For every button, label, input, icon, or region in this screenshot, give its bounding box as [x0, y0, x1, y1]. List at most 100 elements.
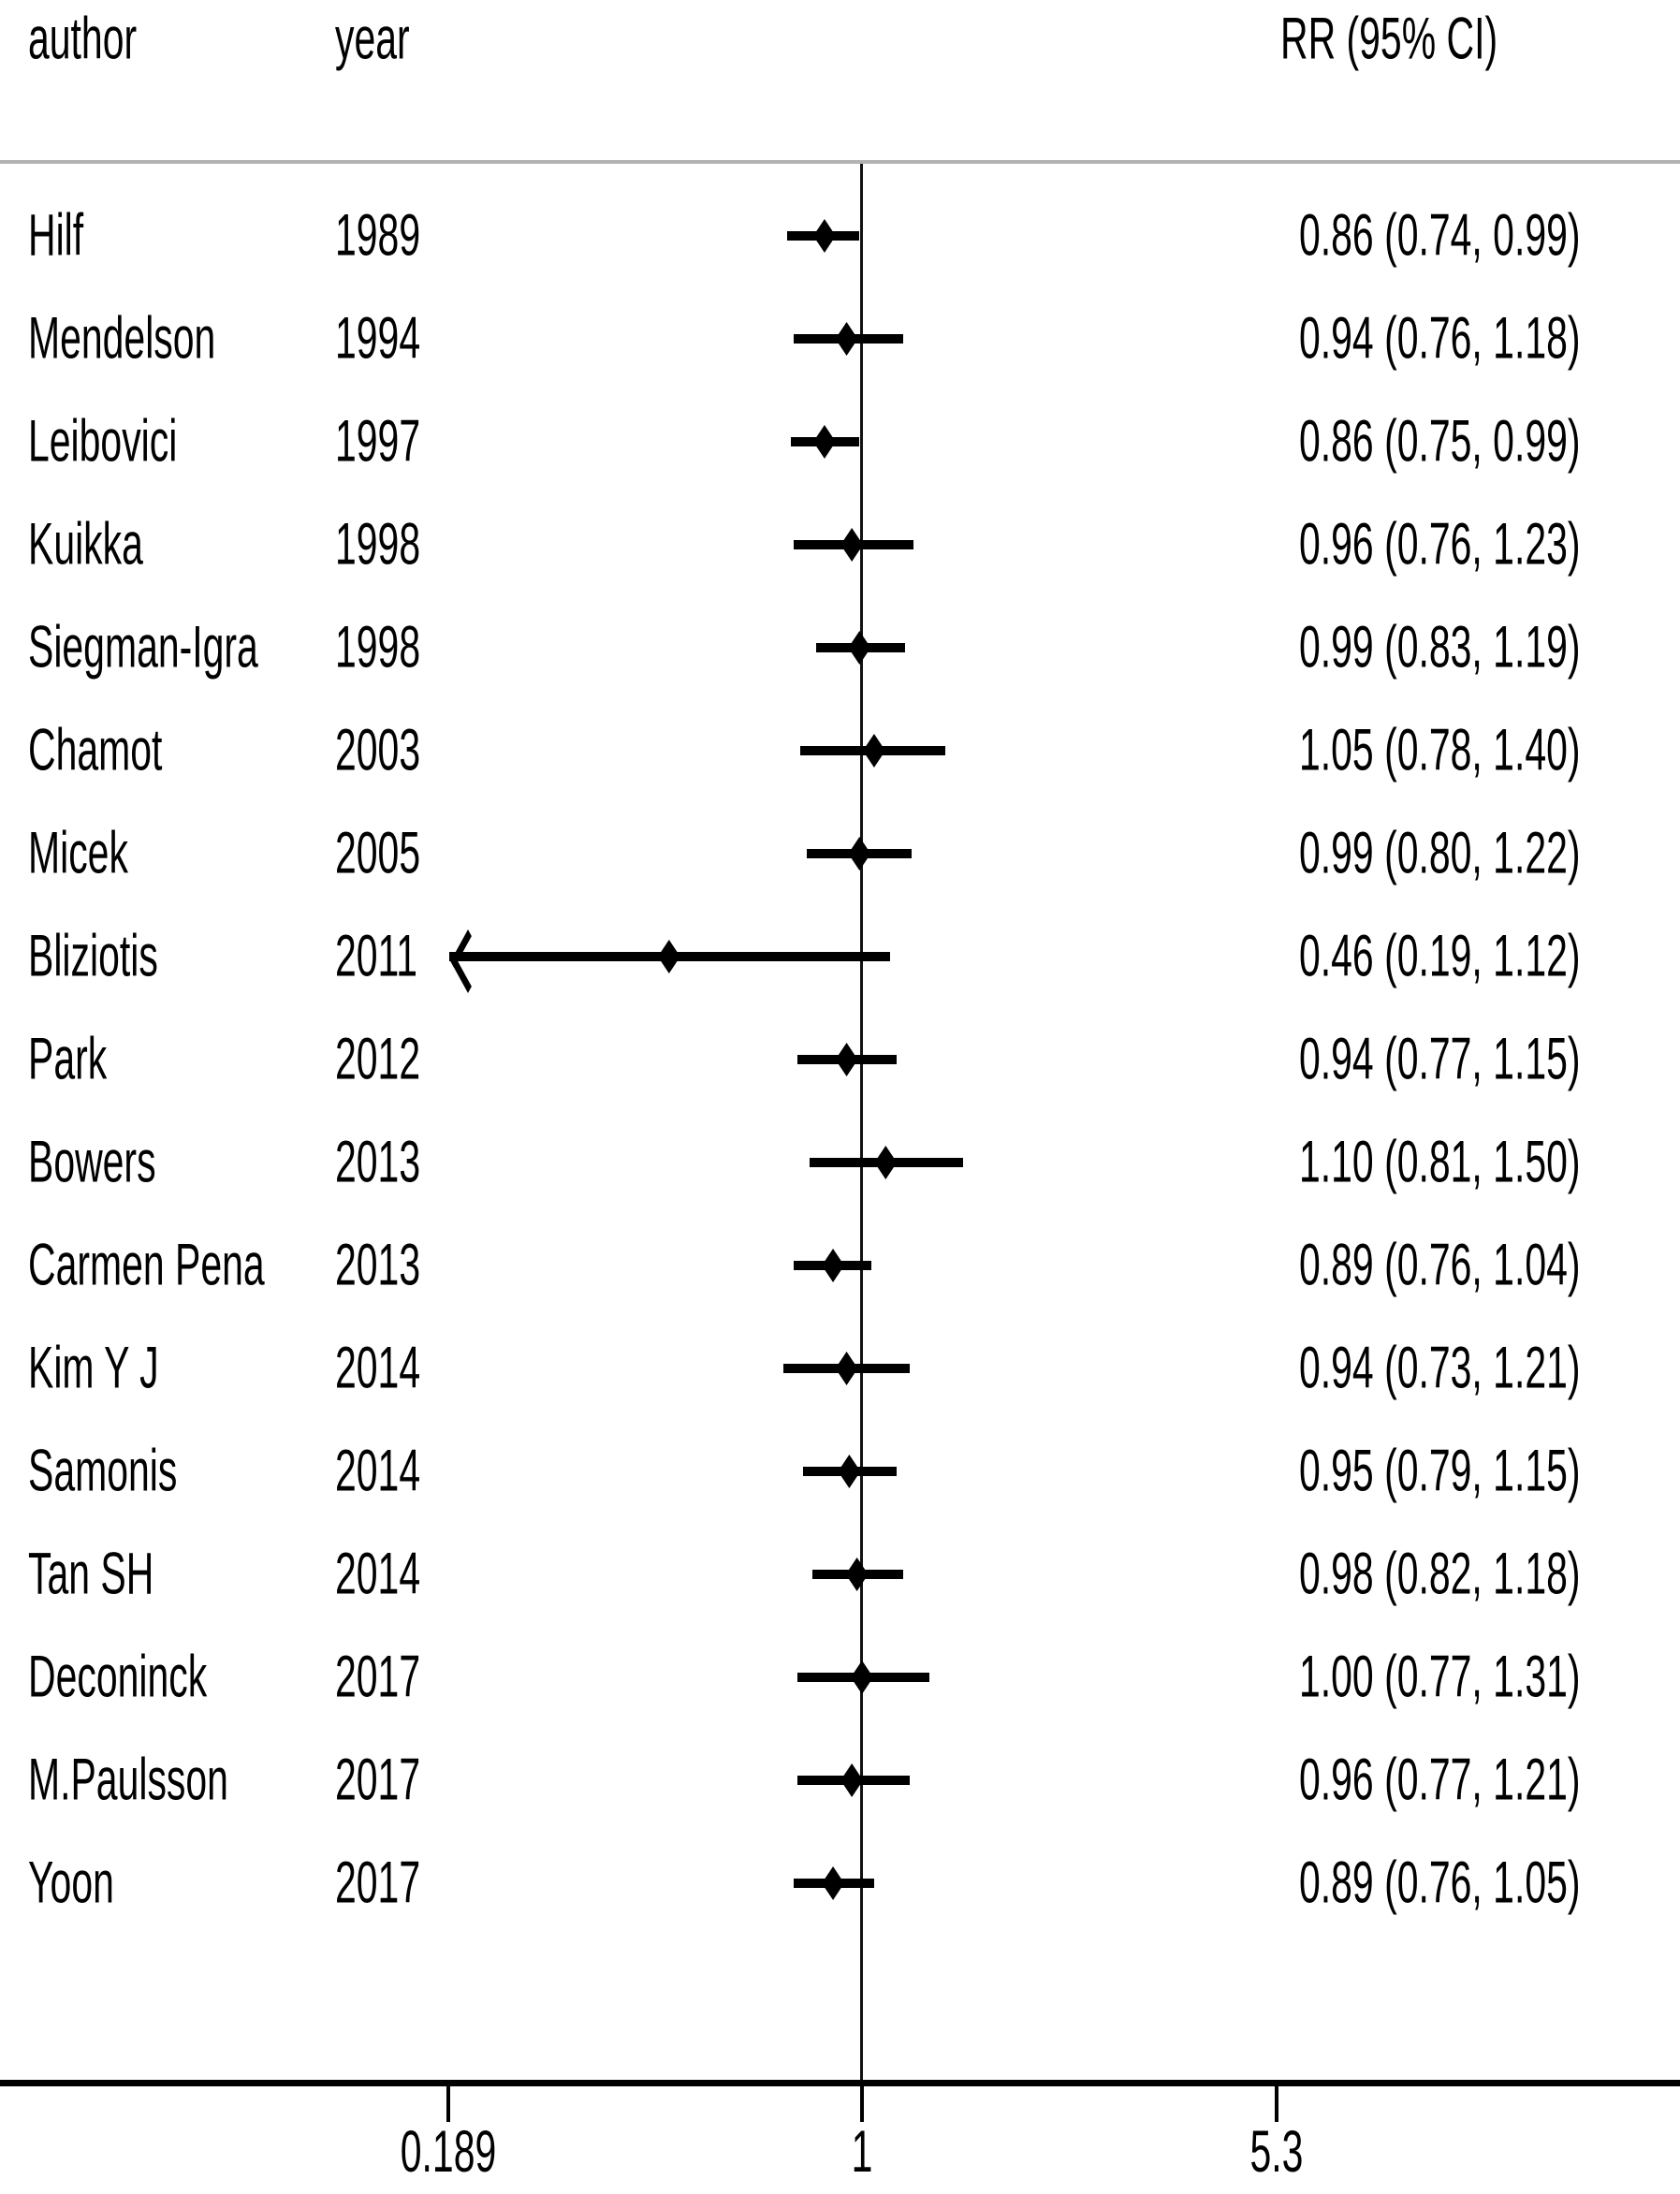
study-year-label-text: 2013	[335, 1129, 421, 1195]
study-rr-ci-label-text: 0.86 (0.74, 0.99)	[1299, 202, 1581, 269]
point-estimate-marker	[835, 322, 858, 356]
study-rr-ci-label: 0.94 (0.77, 1.15)	[1299, 1026, 1680, 1092]
x-axis-tick-label: 0.189	[374, 2123, 522, 2182]
point-estimate-marker	[845, 1558, 869, 1591]
header-divider-line	[0, 160, 1680, 164]
x-axis-tick-label-text: 0.189	[400, 2119, 496, 2185]
study-author-label-text: Park	[28, 1026, 108, 1092]
study-rr-ci-label-text: 1.10 (0.81, 1.50)	[1299, 1129, 1581, 1195]
study-year-label: 1997	[335, 408, 466, 475]
x-axis-tick-label-text: 5.3	[1249, 2119, 1304, 2185]
study-rr-ci-label-text: 0.94 (0.77, 1.15)	[1299, 1026, 1581, 1092]
study-year-label-text: 1997	[335, 408, 421, 475]
x-axis-tick-label: 1	[845, 2123, 878, 2182]
reference-line-at-1	[860, 164, 863, 2080]
study-year-label: 2017	[335, 1644, 466, 1710]
study-rr-ci-label-text: 0.94 (0.76, 1.18)	[1299, 305, 1581, 372]
study-author-label-text: Micek	[28, 820, 128, 886]
column-header-rr-ci-text: RR (95% CI)	[1280, 6, 1498, 72]
study-author-label-text: Kuikka	[28, 511, 143, 578]
study-year-label-text: 2014	[335, 1438, 421, 1504]
study-author-label-text: Tan SH	[28, 1541, 154, 1607]
study-author-label: Siegman-Igra	[28, 618, 382, 678]
study-author-label-text: Bliziotis	[28, 923, 158, 989]
study-rr-ci-label-text: 1.05 (0.78, 1.40)	[1299, 717, 1581, 783]
study-year-label-text: 2014	[335, 1335, 421, 1401]
study-year-label-text: 1989	[335, 202, 421, 269]
point-estimate-marker	[851, 1660, 873, 1694]
column-header-author-text: author	[28, 6, 138, 72]
study-author-label-text: Chamot	[28, 717, 163, 783]
study-author-label-text: Deconinck	[28, 1644, 208, 1710]
study-author-label-text: Bowers	[28, 1129, 156, 1195]
study-year-label-text: 1998	[335, 511, 421, 578]
study-author-label: Bowers	[28, 1129, 225, 1195]
study-year-label-text: 1994	[335, 305, 421, 372]
study-author-label: Tan SH	[28, 1541, 222, 1607]
column-header-year: year	[335, 6, 450, 72]
study-year-label: 2017	[335, 1850, 466, 1916]
study-year-label: 2011	[335, 923, 461, 989]
x-axis-tick	[1274, 2086, 1278, 2122]
study-year-label-text: 2003	[335, 717, 421, 783]
point-estimate-marker	[838, 1455, 861, 1488]
study-year-label-text: 2017	[335, 1644, 421, 1710]
point-estimate-marker	[822, 1866, 845, 1900]
study-author-label: Bliziotis	[28, 923, 228, 989]
study-author-label-text: Hilf	[28, 202, 84, 269]
study-rr-ci-label-text: 0.89 (0.76, 1.04)	[1299, 1232, 1581, 1298]
study-author-label-text: Mendelson	[28, 305, 216, 372]
study-rr-ci-label: 0.89 (0.76, 1.04)	[1299, 1236, 1680, 1295]
study-rr-ci-label: 0.46 (0.19, 1.12)	[1299, 927, 1680, 987]
study-rr-ci-label: 0.96 (0.77, 1.21)	[1299, 1750, 1680, 1810]
study-year-label-text: 2017	[335, 1850, 421, 1916]
column-header-author: author	[28, 6, 196, 72]
study-author-label: Yoon	[28, 1853, 160, 1913]
study-author-label-text: Leibovici	[28, 408, 178, 475]
study-rr-ci-label: 0.98 (0.82, 1.18)	[1299, 1541, 1680, 1607]
x-axis-tick-label-text: 1	[851, 2119, 873, 2185]
study-year-label: 1998	[335, 618, 466, 678]
study-year-label: 2012	[335, 1026, 466, 1092]
study-year-label-text: 2011	[335, 923, 418, 989]
column-header-year-text: year	[335, 6, 410, 72]
study-author-label-text: Kim Y J	[28, 1335, 159, 1401]
study-author-label-text: Carmen Pena	[28, 1232, 265, 1298]
study-author-label: Mendelson	[28, 305, 316, 372]
study-rr-ci-label-text: 1.00 (0.77, 1.31)	[1299, 1644, 1581, 1710]
study-rr-ci-label: 0.94 (0.76, 1.18)	[1299, 305, 1680, 372]
study-rr-ci-label-text: 0.89 (0.76, 1.05)	[1299, 1850, 1581, 1916]
point-estimate-marker	[862, 734, 885, 768]
x-axis-line	[0, 2080, 1680, 2086]
study-author-label: Deconinck	[28, 1644, 303, 1710]
study-author-label: M.Paulsson	[28, 1750, 336, 1810]
point-estimate-marker	[812, 425, 836, 459]
study-rr-ci-label: 1.05 (0.78, 1.40)	[1299, 717, 1680, 783]
x-axis-tick	[446, 2086, 450, 2122]
study-year-label: 1994	[335, 305, 466, 372]
study-rr-ci-label: 0.89 (0.76, 1.05)	[1299, 1850, 1680, 1916]
study-year-label: 2013	[335, 1129, 466, 1195]
study-author-label: Park	[28, 1026, 150, 1092]
study-year-label-text: 2012	[335, 1026, 421, 1092]
point-estimate-marker	[835, 1352, 858, 1385]
point-estimate-marker	[848, 631, 871, 665]
study-rr-ci-label: 0.96 (0.76, 1.23)	[1299, 515, 1680, 575]
study-rr-ci-label: 1.00 (0.77, 1.31)	[1299, 1644, 1680, 1710]
study-year-label: 2014	[335, 1544, 466, 1604]
study-author-label: Leibovici	[28, 408, 257, 475]
study-rr-ci-label-text: 0.86 (0.75, 0.99)	[1299, 408, 1581, 475]
study-year-label: 2014	[335, 1438, 466, 1504]
study-rr-ci-label-text: 0.98 (0.82, 1.18)	[1299, 1541, 1581, 1607]
study-rr-ci-label: 0.86 (0.74, 0.99)	[1299, 202, 1680, 269]
study-author-label: Micek	[28, 820, 183, 886]
x-axis-tick-label: 5.3	[1235, 2123, 1318, 2182]
study-rr-ci-label-text: 0.95 (0.79, 1.15)	[1299, 1438, 1581, 1504]
study-year-label: 2014	[335, 1335, 466, 1401]
study-year-label-text: 2017	[335, 1747, 421, 1813]
study-rr-ci-label: 0.94 (0.73, 1.21)	[1299, 1338, 1680, 1398]
study-year-label: 2013	[335, 1236, 466, 1295]
point-estimate-marker	[822, 1249, 845, 1282]
study-author-label: Samonis	[28, 1441, 257, 1501]
